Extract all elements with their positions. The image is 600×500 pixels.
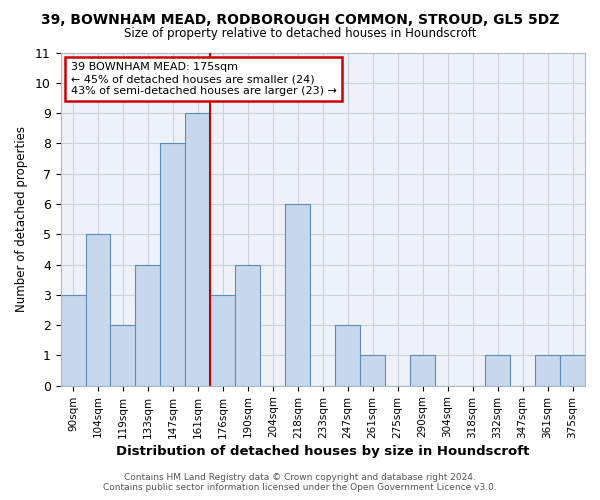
Text: Contains HM Land Registry data © Crown copyright and database right 2024.
Contai: Contains HM Land Registry data © Crown c…: [103, 473, 497, 492]
Text: 39, BOWNHAM MEAD, RODBOROUGH COMMON, STROUD, GL5 5DZ: 39, BOWNHAM MEAD, RODBOROUGH COMMON, STR…: [41, 12, 559, 26]
Bar: [160, 144, 185, 386]
Text: Size of property relative to detached houses in Houndscroft: Size of property relative to detached ho…: [124, 28, 476, 40]
Bar: [535, 356, 560, 386]
Bar: [410, 356, 435, 386]
Y-axis label: Number of detached properties: Number of detached properties: [15, 126, 28, 312]
Bar: [110, 325, 136, 386]
Bar: [86, 234, 110, 386]
Bar: [335, 325, 360, 386]
Bar: [485, 356, 510, 386]
Bar: [235, 264, 260, 386]
Text: 39 BOWNHAM MEAD: 175sqm
← 45% of detached houses are smaller (24)
43% of semi-de: 39 BOWNHAM MEAD: 175sqm ← 45% of detache…: [71, 62, 337, 96]
Bar: [360, 356, 385, 386]
Bar: [286, 204, 310, 386]
Bar: [61, 295, 86, 386]
Bar: [136, 264, 160, 386]
Bar: [185, 113, 211, 386]
Bar: [560, 356, 585, 386]
Bar: [211, 295, 235, 386]
X-axis label: Distribution of detached houses by size in Houndscroft: Distribution of detached houses by size …: [116, 444, 529, 458]
